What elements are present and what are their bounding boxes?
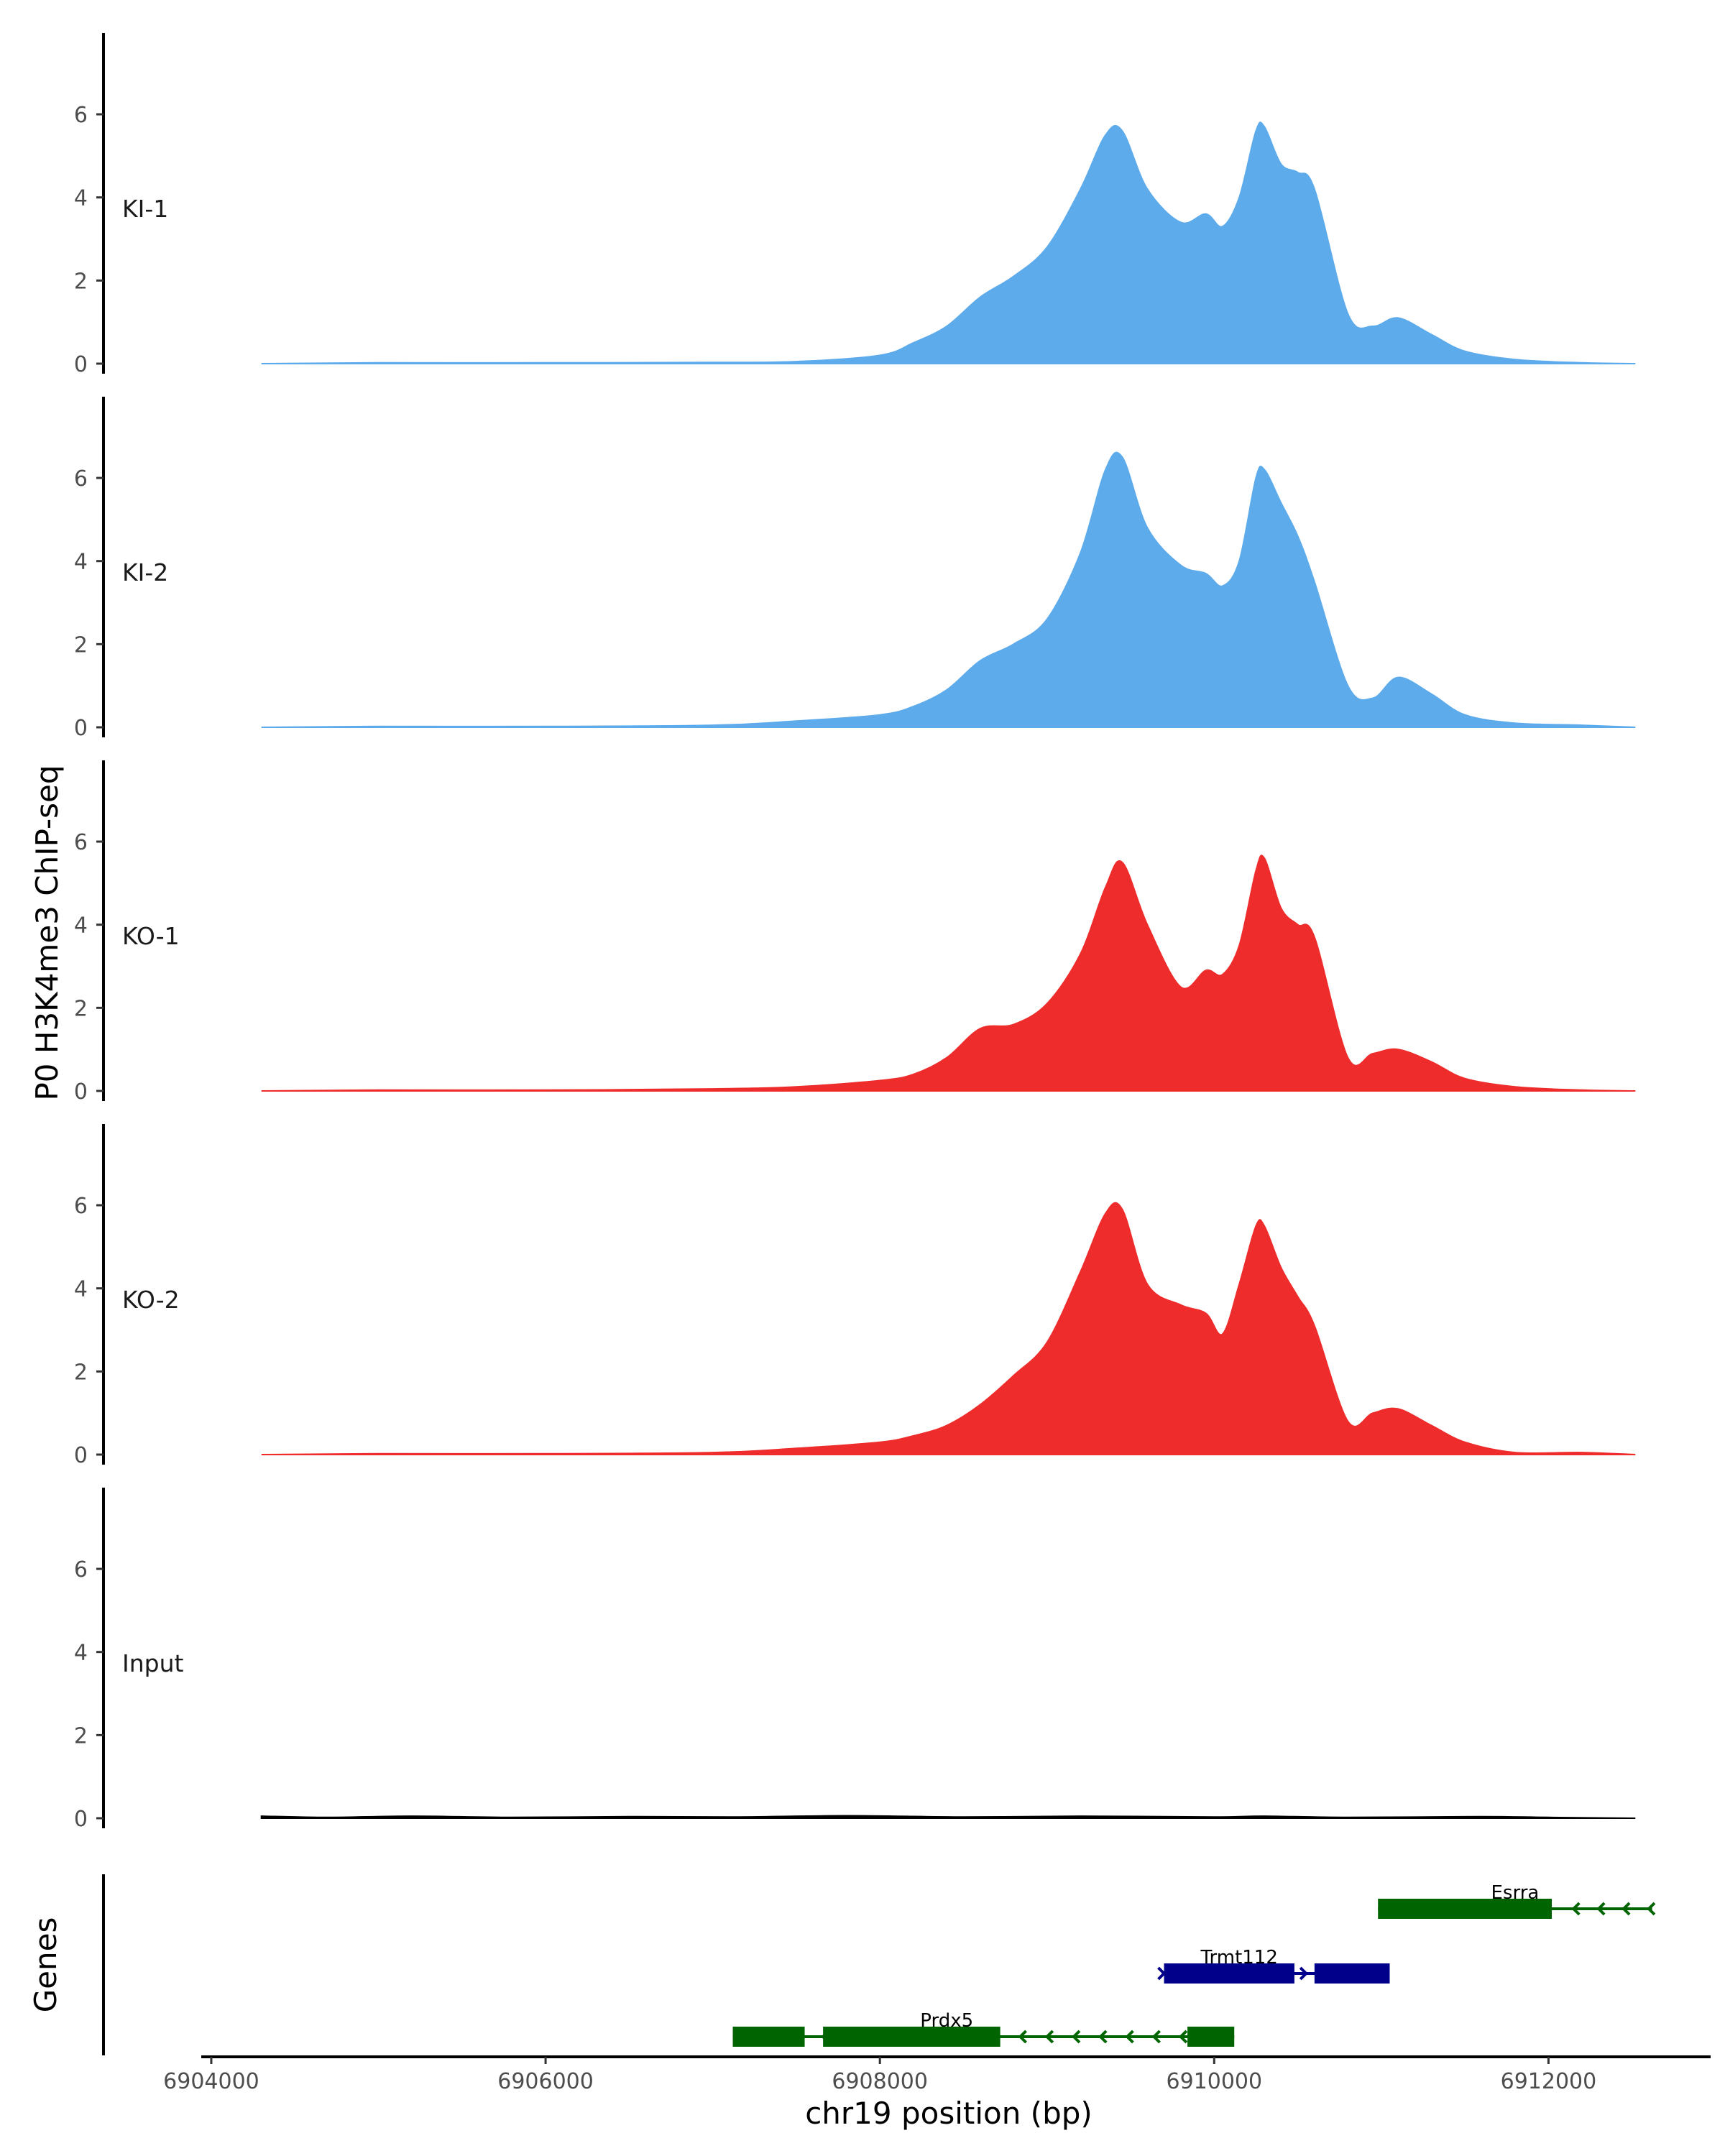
- signal-area-ko-1: [261, 854, 1636, 1092]
- y-tick-label-ko-1: 4: [74, 913, 88, 939]
- track-label-input: Input: [122, 1649, 184, 1677]
- gene-strand-arrow-prdx5: [1018, 2030, 1027, 2044]
- x-tick-label: 6910000: [1166, 2069, 1262, 2094]
- gene-strand-arrow-prdx5: [1072, 2030, 1081, 2044]
- track-label-ko-1: KO-1: [122, 922, 180, 950]
- y-tick-label-input: 2: [74, 1723, 88, 1749]
- gene-exon-prdx5: [823, 2027, 1000, 2047]
- y-tick-label-ki-2: 6: [74, 466, 88, 492]
- x-axis-title: chr19 position (bp): [805, 2096, 1092, 2131]
- gene-strand-arrow-prdx5: [1151, 2030, 1161, 2044]
- gene-strand-arrow-prdx5: [821, 2030, 830, 2044]
- y-tick-label-ko-2: 0: [74, 1443, 88, 1468]
- genes-axis-title: Genes: [28, 1917, 63, 2013]
- gene-strand-arrow-esrra: [1596, 1902, 1606, 1916]
- y-tick-label-ki-2: 2: [74, 632, 88, 658]
- y-tick-label-ko-1: 2: [74, 996, 88, 1021]
- gene-exon-prdx5: [732, 2027, 805, 2047]
- gene-strand-arrow-prdx5: [1098, 2030, 1108, 2044]
- gene-strand-arrow-esrra: [1622, 1902, 1631, 1916]
- signal-area-ki-1: [261, 121, 1636, 364]
- gene-strand-arrow-trmt112: [1299, 1966, 1309, 1981]
- y-tick-label-ki-2: 0: [74, 716, 88, 741]
- gene-exon-trmt112: [1164, 1963, 1294, 1984]
- gene-strand-arrow-trmt112: [1157, 1966, 1167, 1981]
- signal-area-ki-2: [261, 451, 1636, 728]
- gene-exon-esrra: [1378, 1899, 1552, 1919]
- signal-area-ko-2: [261, 1202, 1636, 1455]
- track-label-ko-2: KO-2: [122, 1286, 180, 1314]
- y-tick-label-ki-1: 2: [74, 269, 88, 294]
- y-tick-label-ko-2: 6: [74, 1194, 88, 1219]
- track-label-ki-2: KI-2: [122, 558, 168, 586]
- y-tick-label-input: 6: [74, 1557, 88, 1583]
- y-tick-label-ko-2: 2: [74, 1360, 88, 1385]
- y-tick-label-ko-1: 6: [74, 830, 88, 855]
- gene-label-prdx5: Prdx5: [920, 2010, 973, 2032]
- gene-strand-arrow-prdx5: [1125, 2030, 1134, 2044]
- y-tick-label-ko-1: 0: [74, 1079, 88, 1105]
- signal-area-input: [260, 1815, 1636, 1819]
- y-tick-label-ki-1: 0: [74, 352, 88, 377]
- x-tick-label: 6906000: [497, 2069, 594, 2094]
- y-tick-label-input: 4: [74, 1641, 88, 1666]
- y-axis-title: P0 H3K4me3 ChIP-seq: [29, 765, 65, 1100]
- gene-label-trmt112: Trmt112: [1200, 1947, 1277, 1968]
- y-tick-label-ki-1: 6: [74, 103, 88, 128]
- gene-exon-prdx5: [1187, 2027, 1235, 2047]
- gene-label-esrra: Esrra: [1491, 1882, 1539, 1904]
- gene-strand-arrow-prdx5: [1178, 2030, 1188, 2044]
- y-tick-label-input: 0: [74, 1807, 88, 1832]
- y-tick-label-ko-2: 4: [74, 1277, 88, 1302]
- x-tick-label: 6904000: [163, 2069, 259, 2094]
- y-tick-label-ki-1: 4: [74, 186, 88, 211]
- track-label-ki-1: KI-1: [122, 195, 168, 223]
- y-tick-label-ki-2: 4: [74, 550, 88, 575]
- gene-exon-trmt112: [1314, 1963, 1390, 1984]
- x-tick-label: 6912000: [1501, 2069, 1597, 2094]
- gene-strand-arrow-esrra: [1647, 1902, 1656, 1916]
- gene-strand-arrow-esrra: [1571, 1902, 1581, 1916]
- x-tick-label: 6908000: [832, 2069, 928, 2094]
- gene-strand-arrow-prdx5: [1044, 2030, 1054, 2044]
